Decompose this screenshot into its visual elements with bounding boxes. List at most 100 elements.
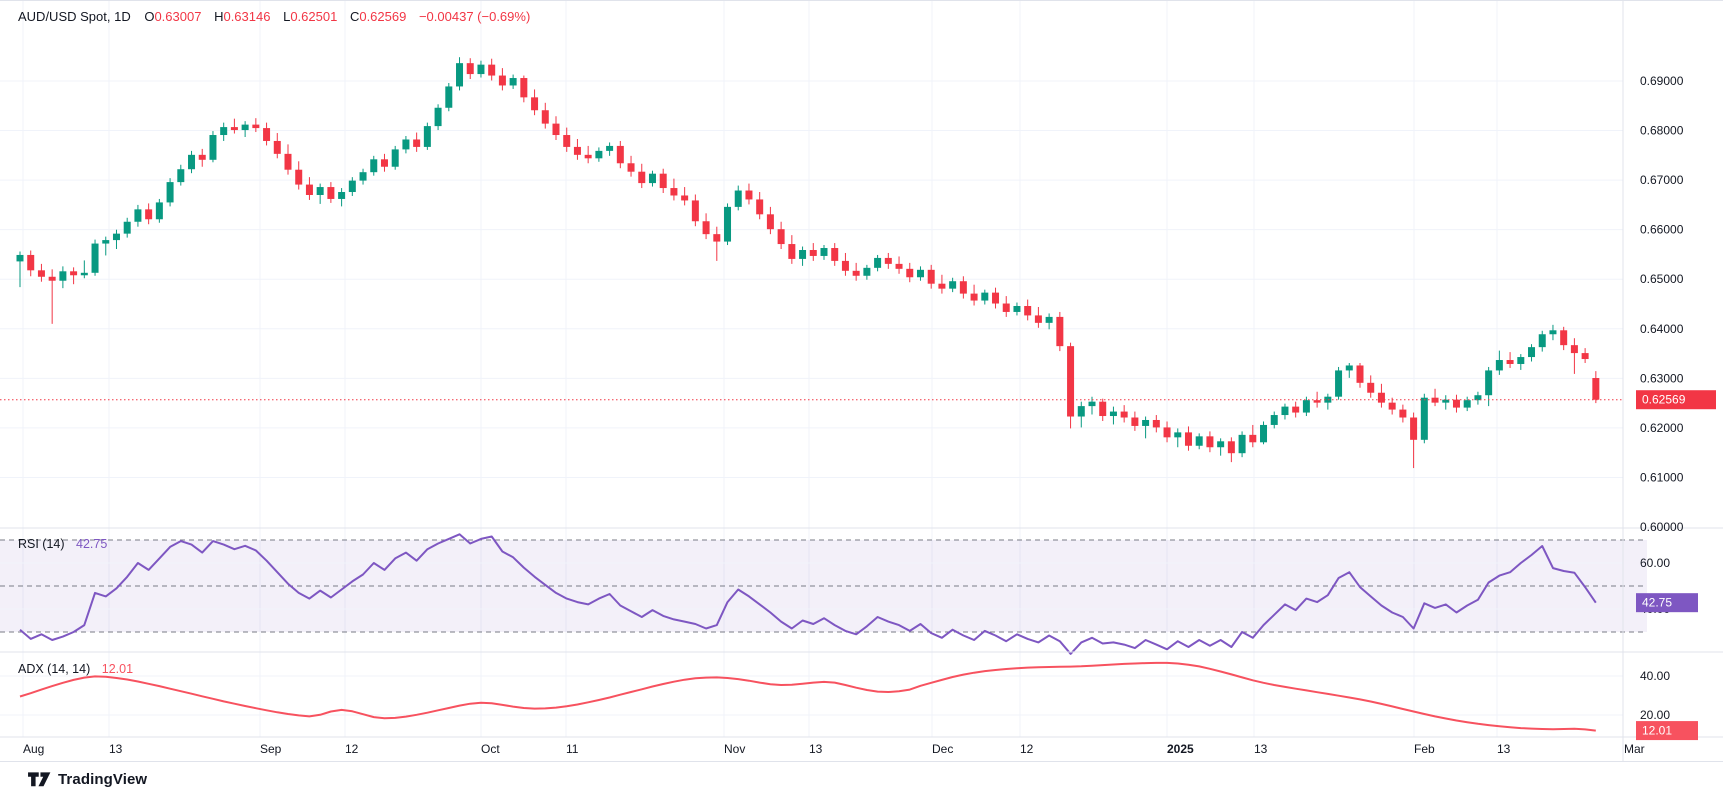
candle-body [1238,434,1246,454]
candle-body [1388,402,1396,410]
candle-body [1034,315,1042,323]
price-scale[interactable]: 0.69000 0.68000 0.67000 0.66000 0.65000 0.640… [1636,74,1716,741]
candle-body [402,139,410,150]
candle-body [520,78,528,98]
rsi-value-badge-text: 42.75 [1642,596,1672,610]
candle-body [1549,330,1557,335]
candle-body [445,86,453,108]
rsi-value: 42.75 [76,537,108,551]
adx-value: 12.01 [101,662,134,676]
candle-body [230,127,238,131]
candle-body [777,229,785,245]
candle-body [949,281,957,289]
candle-body [799,249,807,259]
candle-body [959,281,967,294]
candle-body [102,240,110,244]
price-axis-label: 0.63000 [1640,371,1684,385]
candle-body [713,234,721,242]
candle-body [552,123,560,136]
ohlc-legend: AUD/USD Spot, 1D O0.63007 H0.63146 L0.62… [18,9,530,24]
candle-body [1206,436,1214,448]
candle-body [1431,397,1439,403]
candle-body [1024,306,1032,316]
candle-body [1377,392,1385,403]
candle-body [327,187,335,199]
candle-body [573,146,581,155]
candle-body [788,244,796,259]
candle-body [155,202,163,220]
candle-body [927,269,935,284]
time-axis-label: 2025 [1167,742,1194,756]
candle-body [1302,400,1310,413]
candle-body [648,173,656,184]
candle-body [263,128,271,141]
candle-body [627,163,635,172]
adx-legend: ADX (14, 14) 12.01 [18,662,133,676]
candle-body [1131,417,1139,426]
adx-axis-label: 20.00 [1640,708,1670,722]
candle-body [1174,432,1182,438]
price-axis-label: 0.69000 [1640,74,1684,88]
time-axis-label: 13 [1497,742,1511,756]
high-value: H0.63146 [214,9,271,24]
candle-body [563,135,571,147]
candle-body [863,267,871,276]
candle-body [616,145,624,164]
price-axis-label: 0.68000 [1640,124,1684,138]
candle-body [992,292,1000,304]
time-axis-label: 13 [1254,742,1268,756]
change-value: −0.00437 (−0.69%) [418,9,531,24]
adx-title[interactable]: ADX (14, 14) [18,662,91,676]
candle-body [938,283,946,289]
candle-body [1067,346,1075,417]
candle-body [1313,400,1321,403]
rsi-axis-label: 60.00 [1640,556,1670,570]
candle-body [809,249,817,256]
adx-value-badge [1636,721,1698,741]
candle-body [273,140,281,154]
candle-body [1528,347,1536,358]
candle-body [123,221,131,234]
tradingview-branding[interactable]: TradingView [28,769,147,790]
candle-body [1485,370,1493,396]
candle-body [37,270,45,277]
chart-canvas[interactable]: 0.69000 0.68000 0.67000 0.66000 0.65000 0.640… [0,0,1723,767]
candle-body [1152,419,1160,428]
candle-body [766,214,774,230]
price-axis-label: 0.67000 [1640,173,1684,187]
candle-body [1560,330,1568,346]
candle-body [531,97,539,111]
candle-body [380,159,388,167]
candle-body [1270,415,1278,425]
candle-body [59,271,67,281]
time-axis-label: Mar [1624,742,1645,756]
price-axis-label: 0.64000 [1640,322,1684,336]
price-axis-label: 0.62000 [1640,421,1684,435]
price-chart-svg[interactable]: 0.69000 0.68000 0.67000 0.66000 0.65000 0.640… [0,0,1723,762]
candle-body [166,182,174,203]
candles [16,57,1600,469]
candle-body [295,169,303,185]
candle-body [724,206,732,242]
candle-body [1120,411,1128,418]
candle-body [595,150,603,159]
time-axis-label: Dec [932,742,953,756]
time-scale[interactable]: Aug 13 Sep 12 Oct 11 Nov 13 Dec 12 2025 13 Feb 13 Mar [23,742,1645,756]
candle-body [820,248,828,256]
candle-body [348,180,356,193]
candle-body [1184,432,1192,446]
candle-body [1463,400,1471,408]
time-axis-label: Feb [1414,742,1435,756]
time-axis-label: Oct [481,742,500,756]
candle-body [434,107,442,127]
symbol-title[interactable]: AUD/USD Spot, 1D [18,9,131,24]
time-axis-label: Sep [260,742,282,756]
current-price-badge [1636,390,1716,410]
candle-body [48,276,56,281]
candle-body [981,292,989,301]
candle-body [670,188,678,196]
rsi-title[interactable]: RSI (14) [18,537,65,551]
candle-body [1506,360,1514,364]
candle-body [91,243,99,273]
